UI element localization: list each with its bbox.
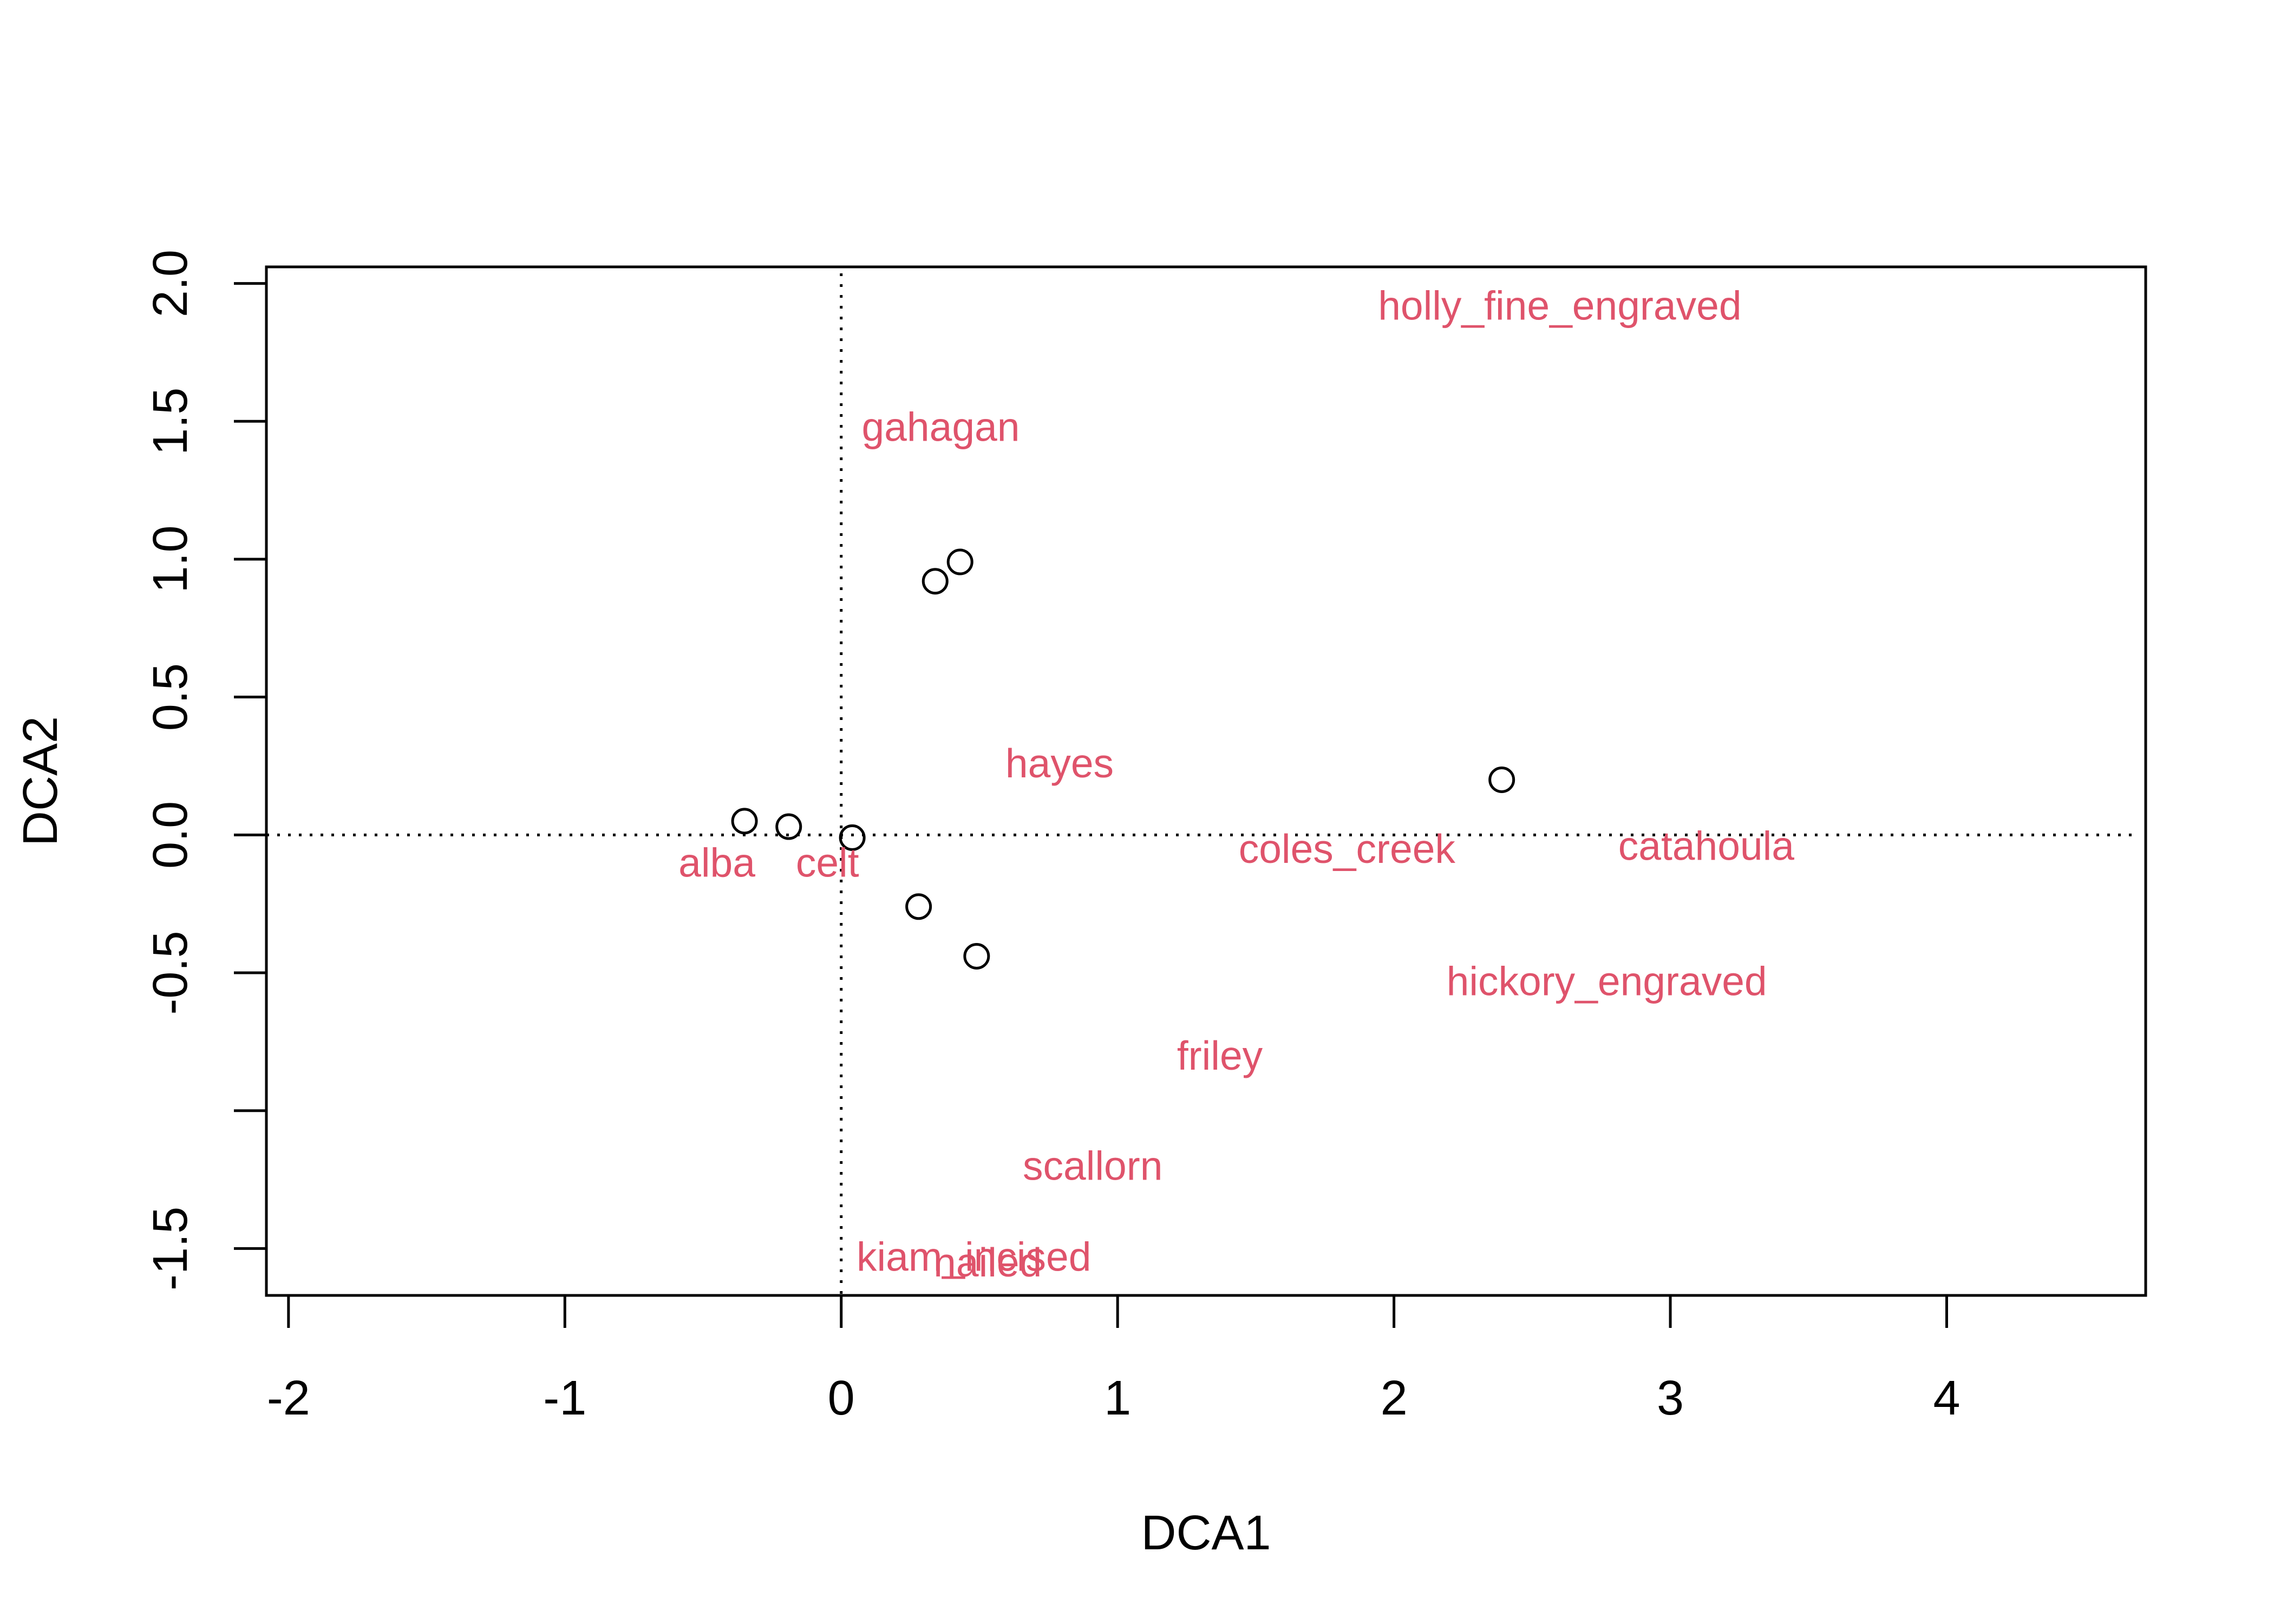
- y-tick-label: -1.5: [143, 1207, 198, 1291]
- species-label-coles-creek: coles_creek: [1239, 826, 1456, 872]
- y-tick-label: -0.5: [143, 931, 198, 1014]
- y-tick-label: 0.0: [143, 801, 198, 869]
- x-tick-label: 3: [1657, 1371, 1684, 1425]
- x-tick-label: 4: [1933, 1371, 1960, 1425]
- site-point: [922, 568, 949, 595]
- site-point: [731, 808, 758, 835]
- species-label-kiam-incised: kiam_incised: [857, 1234, 1092, 1280]
- species-label-nailed: nailed: [933, 1240, 1042, 1285]
- x-tick-label: -2: [267, 1371, 310, 1425]
- site-point: [905, 893, 932, 920]
- species-label-hayes: hayes: [1005, 741, 1114, 786]
- x-tick-label: 2: [1381, 1371, 1408, 1425]
- y-tick-label: 1.5: [143, 388, 198, 455]
- species-label-celt: celt: [796, 840, 859, 885]
- x-axis-title: DCA1: [1141, 1506, 1271, 1560]
- x-tick-label: 0: [828, 1371, 855, 1425]
- species-label-alba: alba: [678, 840, 755, 885]
- y-tick-label: 2.0: [143, 250, 198, 317]
- species-label-catahoula: catahoula: [1618, 823, 1795, 869]
- x-tick-label: 1: [1104, 1371, 1131, 1425]
- species-label-scallorn: scallorn: [1023, 1143, 1162, 1189]
- site-point: [775, 813, 802, 840]
- site-point: [963, 942, 990, 970]
- species-label-friley: friley: [1177, 1033, 1263, 1078]
- plot-frame: [265, 265, 2147, 1297]
- reference-lines: [266, 273, 2139, 1295]
- site-points: [731, 548, 1515, 970]
- species-label-gahagan: gahagan: [861, 404, 1020, 449]
- site-point: [946, 548, 973, 575]
- y-axis-title: DCA2: [14, 716, 68, 846]
- y-tick-label: 1.0: [143, 525, 198, 593]
- y-tick-label: 0.5: [143, 663, 198, 731]
- species-label-holly-fine-engraved: holly_fine_engraved: [1378, 283, 1741, 328]
- site-point: [1488, 766, 1515, 793]
- species-label-hickory-engraved: hickory_engraved: [1447, 958, 1767, 1004]
- site-point: [839, 824, 866, 851]
- x-tick-label: -1: [543, 1371, 586, 1425]
